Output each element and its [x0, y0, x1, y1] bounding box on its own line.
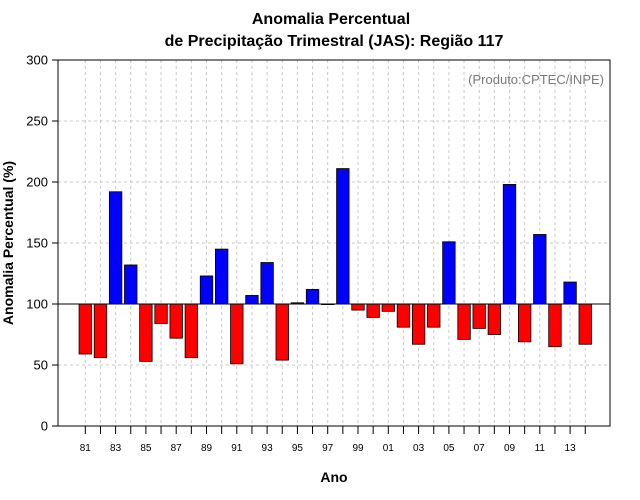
bar-05	[442, 241, 456, 305]
bar-08	[487, 303, 502, 335]
x-axis-label: Ano	[320, 469, 347, 485]
bar-87	[169, 303, 183, 339]
bar-14	[578, 303, 592, 345]
y-tick-label: 300	[26, 53, 48, 68]
x-tick-label: 05	[443, 443, 455, 454]
x-tick-label: 91	[231, 443, 243, 454]
bar-13	[563, 281, 577, 305]
x-tick-label: 81	[80, 443, 92, 454]
x-tick-label: 85	[140, 443, 152, 454]
x-tick-label: 83	[110, 443, 122, 454]
bar-85	[139, 303, 153, 362]
bar-99	[351, 303, 365, 311]
x-tick-label: 87	[171, 443, 183, 454]
bar-82	[93, 303, 108, 359]
bar-96	[305, 288, 320, 305]
bar-83	[108, 191, 123, 305]
bar-86	[154, 303, 168, 324]
chart-title-line2: de Precipitação Trimestral (JAS): Região…	[165, 33, 504, 50]
bar-88	[184, 303, 199, 359]
x-tick-label: 11	[535, 443, 546, 454]
y-tick-label: 250	[26, 114, 48, 129]
y-tick-label: 200	[26, 175, 48, 190]
grid	[58, 60, 610, 426]
x-tick-label: 89	[201, 443, 213, 454]
x-tick-label: 07	[474, 443, 486, 454]
x-tick-label: 93	[262, 443, 274, 454]
bar-91	[230, 303, 244, 365]
y-tick-label: 150	[26, 236, 48, 251]
y-axis: 0 50 100 150 200 250 300	[26, 53, 58, 434]
y-tick-label: 50	[34, 358, 48, 373]
bar-03	[411, 303, 426, 345]
x-tick-label: 95	[292, 443, 304, 454]
bar-09	[502, 184, 517, 305]
bar-06	[457, 303, 471, 340]
bar-07	[472, 303, 486, 329]
bar-89	[199, 275, 214, 305]
x-tick-label: 01	[383, 443, 395, 454]
chart-title-line1: Anomalia Percentual	[252, 11, 410, 28]
y-tick-label: 100	[26, 297, 48, 312]
bar-04	[427, 303, 441, 328]
bars	[78, 168, 592, 365]
bar-11	[533, 234, 547, 305]
bar-90	[214, 248, 229, 305]
bar-01	[381, 303, 395, 312]
annotation: (Produto:CPTEC/INPE)	[468, 72, 604, 87]
x-axis: 81 83 85 87 89 91 93 95 97 99 01 03 05 07 09 11 13	[80, 426, 586, 454]
bar-00	[366, 303, 380, 318]
bar-84	[124, 264, 138, 305]
x-tick-label: 97	[322, 443, 334, 454]
bar-02	[396, 303, 411, 328]
bar-93	[260, 262, 274, 305]
bar-98	[336, 168, 350, 305]
x-tick-label: 09	[504, 443, 516, 454]
y-tick-label: 0	[41, 419, 48, 434]
x-tick-label: 13	[565, 443, 577, 454]
y-axis-label: Anomalia Percentual (%)	[0, 161, 16, 325]
bar-81	[78, 303, 92, 355]
x-tick-label: 99	[352, 443, 364, 454]
bar-94	[275, 303, 289, 361]
bar-10	[518, 303, 532, 343]
bar-12	[548, 303, 562, 348]
bar-92	[245, 295, 259, 305]
x-tick-label: 03	[413, 443, 425, 454]
